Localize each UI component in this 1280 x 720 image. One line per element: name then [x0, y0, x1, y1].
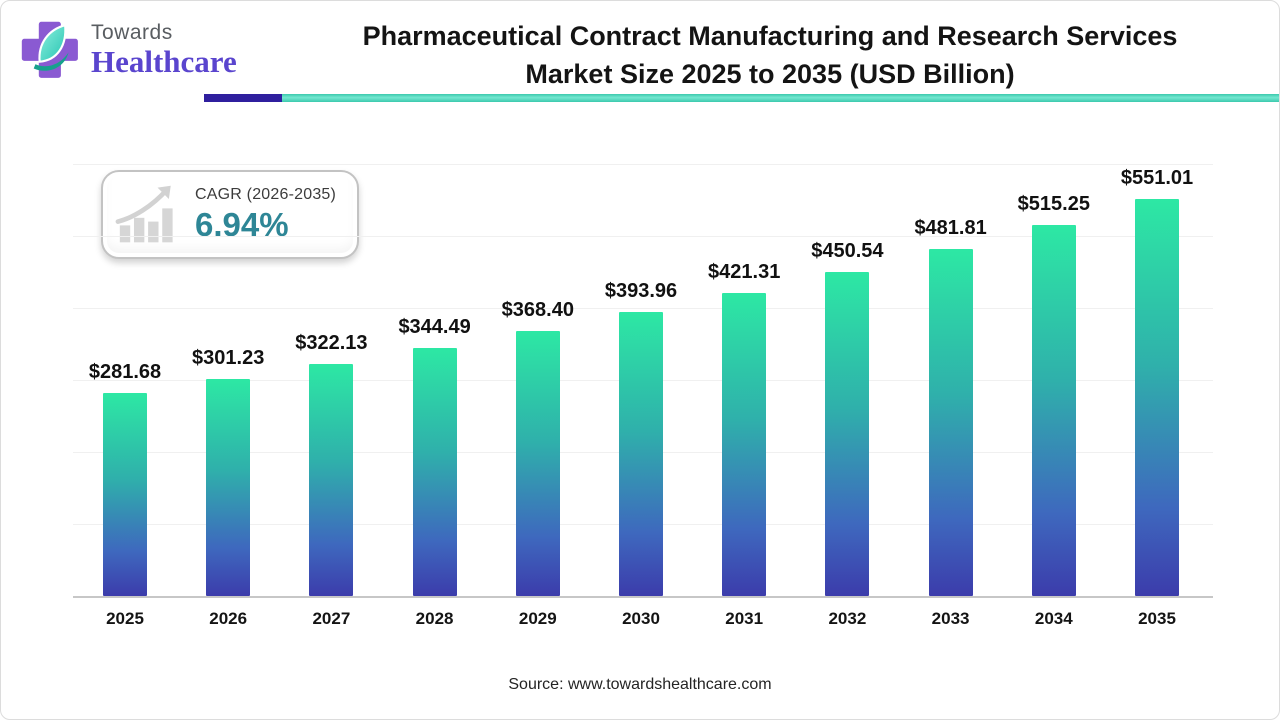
brand-healthcare-text: Healthcare	[91, 43, 237, 79]
x-tick-2027: 2027	[312, 609, 351, 628]
brand-towards-text: Towards	[91, 20, 173, 44]
x-tick-2029: 2029	[518, 609, 557, 628]
value-label-2027: $322.13	[295, 332, 368, 355]
x-axis-line	[73, 596, 1213, 598]
gridline-400	[73, 308, 1213, 309]
bar-2030	[619, 312, 663, 596]
source-note: Source: www.towardshealthcare.com	[508, 676, 772, 693]
bar-2025	[103, 393, 147, 596]
header-rule-teal	[282, 94, 1279, 102]
x-tick-2031: 2031	[725, 609, 764, 628]
bar-2026	[206, 379, 251, 596]
brand-wordmark: Towards Healthcare	[91, 22, 237, 77]
x-tick-2034: 2034	[1034, 609, 1073, 628]
plot-area: $281.68 $301.23 $322.13 $344.49 $368.40 $393.…	[73, 164, 1213, 596]
gridline-500	[73, 236, 1213, 237]
x-tick-2025: 2025	[106, 609, 144, 628]
x-tick-2030: 2030	[622, 609, 660, 628]
value-label-2028: $344.49	[398, 315, 471, 338]
x-tick-2033: 2033	[931, 609, 970, 628]
bar-2031	[722, 292, 767, 596]
bar-2029	[515, 330, 560, 596]
brand-logo: Towards Healthcare	[15, 13, 237, 85]
towards-healthcare-cross-leaf-icon	[21, 21, 78, 78]
bar-2027	[309, 364, 354, 596]
x-axis-labels: 2025 2026 2027 2028 2029 2030 2031 2032 2033 2034…	[73, 609, 1213, 639]
bar-2034	[1031, 225, 1076, 596]
value-label-2026: $301.23	[192, 347, 265, 370]
value-label-2032: $450.54	[811, 239, 884, 262]
bar-2035	[1135, 199, 1179, 596]
value-label-2033: $481.81	[914, 217, 987, 240]
header-rule-purple	[204, 94, 282, 102]
value-label-2035: $551.01	[1120, 167, 1194, 190]
value-label-2030: $393.96	[604, 280, 678, 303]
bar-2033	[928, 249, 973, 596]
chart-title-line1: Pharmaceutical Contract Manufacturing an…	[362, 21, 1178, 51]
bar-2032	[825, 271, 870, 596]
value-label-2034: $515.25	[1017, 193, 1090, 216]
bar-2028	[412, 347, 457, 596]
cagr-label: CAGR (2026-2035)	[195, 185, 337, 203]
value-label-2025: $281.68	[88, 361, 162, 384]
chart-title-line2: Market Size 2025 to 2035 (USD Billion)	[525, 59, 1015, 89]
value-label-2029: $368.40	[501, 298, 574, 321]
x-tick-2026: 2026	[209, 609, 248, 628]
x-tick-2032: 2032	[828, 609, 867, 628]
value-label-2031: $421.31	[708, 260, 781, 283]
chart-title: Pharmaceutical Contract Manufacturing an…	[271, 17, 1269, 93]
gridline-600	[73, 164, 1213, 165]
x-tick-2028: 2028	[415, 609, 454, 628]
bar-chart-growth-icon	[115, 185, 173, 242]
x-tick-2035: 2035	[1138, 609, 1176, 628]
